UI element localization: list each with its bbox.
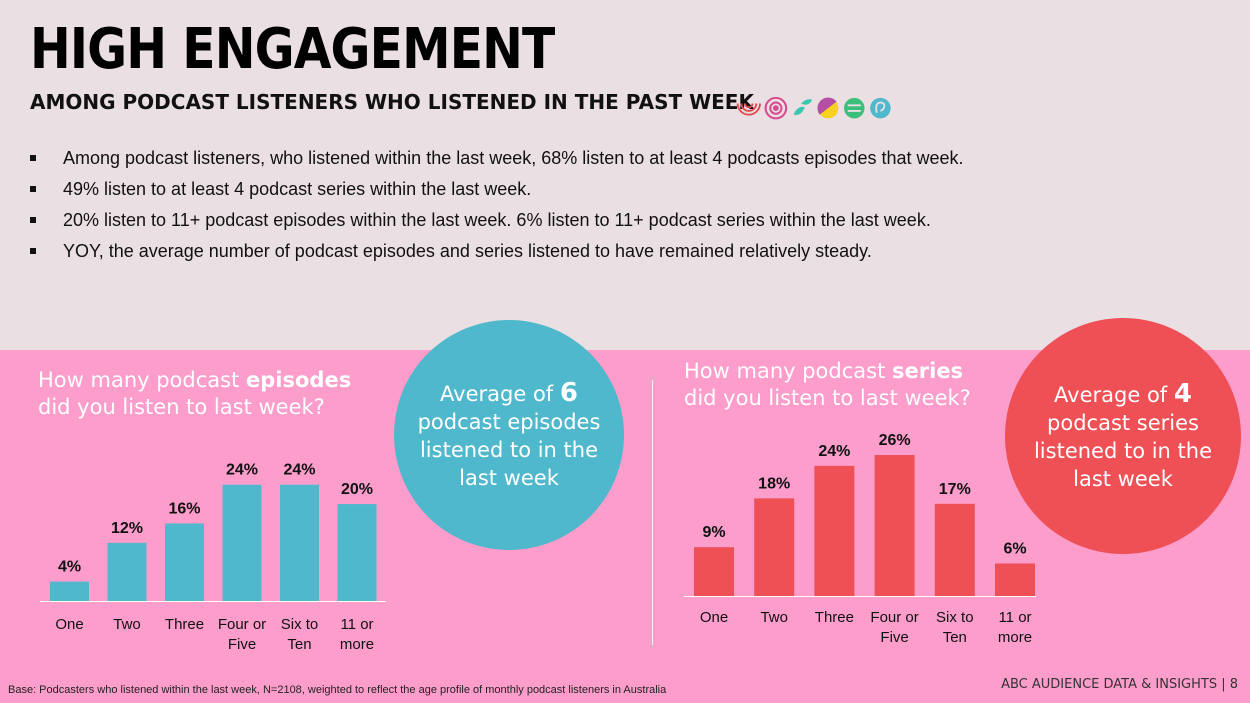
episodes-bubble-line1: Average of 6: [440, 379, 578, 408]
episodes-question-part2: did you listen to last week?: [38, 395, 325, 419]
series-chart-svg: 9% One 18% Two 24% Three 26% Four or Five 17% Six …: [684, 432, 1036, 646]
bullet-item: 49% listen to at least 4 podcast series …: [30, 177, 964, 208]
podcast-icon: [764, 96, 788, 120]
bullet-text: YOY, the average number of podcast episo…: [63, 241, 872, 261]
bullet-square-icon: [30, 248, 36, 254]
base-note: Base: Podcasters who listened within the…: [8, 684, 667, 696]
bullet-square-icon: [30, 155, 36, 161]
series-average-bubble: Average of 4 podcast series listened to …: [1005, 318, 1241, 554]
category-label: 11 or more: [998, 609, 1032, 646]
source-label: ABC AUDIENCE DATA & INSIGHTS | 8: [1001, 677, 1238, 692]
episodes-average-bubble: Average of 6 podcast episodes listened t…: [394, 320, 624, 550]
series-bubble-value: 4: [1173, 378, 1192, 409]
bullet-text: 49% listen to at least 4 podcast series …: [63, 179, 532, 199]
page-subtitle: AMONG PODCAST LISTENERS WHO LISTENED IN …: [30, 90, 754, 114]
category-label: 11 or more: [340, 616, 374, 653]
bullet-square-icon: [30, 186, 36, 192]
series-bubble-line4: last week: [1073, 466, 1173, 491]
bar: [754, 498, 795, 596]
category-label: Four or Five: [870, 609, 918, 646]
data-label: 20%: [341, 481, 373, 498]
category-label: Six to Ten: [281, 616, 319, 653]
panel-divider: [652, 380, 653, 645]
series-bubble-line1: Average of 4: [1054, 380, 1192, 409]
bar: [50, 581, 89, 601]
category-label: One: [55, 616, 83, 633]
category-label: Six to Ten: [936, 609, 974, 646]
split-circle-icon: [817, 97, 839, 119]
page-title: HIGH ENGAGEMENT: [30, 17, 555, 82]
bullet-item: 20% listen to 11+ podcast episodes withi…: [30, 208, 964, 239]
equal-circle-icon: [844, 97, 865, 119]
bullet-item: YOY, the average number of podcast episo…: [30, 239, 964, 270]
ear-icon: [870, 97, 891, 119]
data-label: 17%: [939, 481, 971, 498]
data-label: 12%: [111, 520, 143, 537]
category-label: Two: [760, 609, 788, 626]
bar: [337, 504, 377, 601]
data-label: 24%: [818, 443, 850, 460]
episodes-question: How many podcast episodes did you listen…: [38, 367, 351, 421]
episodes-chart-svg: 4% One 12% Two 16% Three 24% Four or Five 24% Six …: [40, 462, 386, 653]
episodes-question-bold: episodes: [246, 368, 352, 392]
bullet-list: Among podcast listeners, who listened wi…: [30, 146, 964, 270]
bar: [934, 503, 975, 596]
series-bubble-line2: podcast series: [1047, 410, 1199, 435]
data-label: 18%: [758, 475, 790, 492]
data-label: 24%: [226, 462, 258, 479]
episodes-bubble-line4: last week: [459, 465, 559, 490]
bar: [222, 484, 262, 601]
category-label: One: [700, 609, 728, 626]
data-label: 6%: [1003, 540, 1026, 557]
top-panel: [0, 0, 1250, 350]
episodes-bubble-line3: listened to in the: [419, 437, 599, 462]
bar: [694, 547, 734, 596]
bar: [995, 563, 1035, 596]
series-question-part2: did you listen to last week?: [684, 386, 971, 410]
episodes-chart: 4% One 12% Two 16% Three 24% Four or Five 24% Six …: [40, 440, 390, 660]
category-label: Two: [113, 616, 141, 633]
logo-strip: [736, 96, 891, 120]
bar: [280, 484, 319, 601]
episodes-question-part1: How many podcast: [38, 368, 247, 392]
category-label: Three: [815, 609, 854, 626]
series-bubble-line3: listened to in the: [1033, 438, 1213, 463]
data-label: 9%: [702, 524, 725, 541]
episodes-bubble-prefix: Average of: [440, 381, 560, 406]
episodes-bubble-line2: podcast episodes: [417, 409, 601, 434]
series-bubble-prefix: Average of: [1054, 382, 1174, 407]
bar: [165, 523, 204, 601]
data-label: 26%: [879, 432, 911, 449]
series-question-part1: How many podcast: [684, 359, 893, 383]
bullet-text: Among podcast listeners, who listened wi…: [63, 148, 964, 168]
bar: [874, 455, 915, 596]
episodes-bubble-value: 6: [559, 377, 578, 408]
category-label: Four or Five: [218, 616, 266, 653]
series-chart: 9% One 18% Two 24% Three 26% Four or Five 17% Six …: [684, 425, 1044, 655]
series-question: How many podcast series did you listen t…: [684, 358, 971, 412]
bullet-text: 20% listen to 11+ podcast episodes withi…: [63, 210, 931, 230]
bar: [814, 465, 855, 596]
bullet-item: Among podcast listeners, who listened wi…: [30, 146, 964, 177]
series-question-bold: series: [892, 359, 964, 383]
data-label: 16%: [168, 500, 200, 517]
category-label: Three: [165, 616, 204, 633]
leaf-icon: [793, 99, 813, 115]
bar: [107, 542, 147, 601]
abc-listen-icon: [736, 103, 761, 116]
data-label: 24%: [283, 462, 315, 479]
bullet-square-icon: [30, 217, 36, 223]
data-label: 4%: [58, 559, 81, 576]
